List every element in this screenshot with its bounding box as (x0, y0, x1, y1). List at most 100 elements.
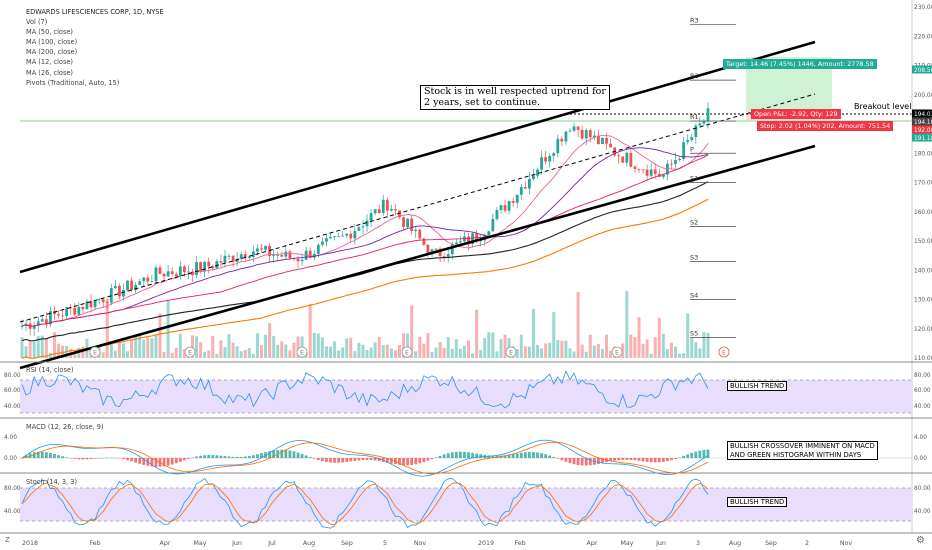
gear-icon[interactable]: ⚙ (916, 535, 925, 546)
candle-body (174, 273, 178, 277)
earnings-marker (505, 346, 517, 358)
volume-bar (81, 346, 85, 358)
candle-body (572, 126, 576, 131)
legend-ma200[interactable]: MA (200, close) (26, 48, 78, 57)
macd-hist-bar (471, 452, 474, 458)
candle-body (381, 199, 385, 214)
volume-bar (341, 347, 345, 358)
uptrend-note[interactable]: Stock is in well respected uptrend for 2… (420, 85, 610, 110)
earnings-label: E (615, 350, 619, 357)
rsi-title[interactable]: RSI (14, close) (26, 366, 74, 374)
candle-body (142, 277, 146, 282)
candle-body (458, 241, 462, 243)
volume-bar (227, 334, 231, 358)
volume-bar (649, 353, 653, 358)
legend-pivots[interactable]: Pivots (Traditional, Auto, 15) (26, 78, 120, 87)
volume-bar (134, 336, 138, 358)
channel-mid-line[interactable] (19, 93, 816, 323)
stoch-title[interactable]: Stoch (14, 3, 3) (26, 478, 78, 486)
volume-bar (515, 349, 519, 358)
macd-hist-bar (442, 454, 446, 458)
candle-body (130, 280, 133, 291)
volume-bar (609, 350, 613, 358)
channel-upper-line[interactable] (19, 40, 816, 274)
z-label[interactable]: Z (5, 536, 10, 544)
time-axis-label: Sep (341, 540, 353, 547)
volume-bar (564, 340, 568, 358)
volume-bar (576, 291, 580, 358)
volume-bar (519, 334, 523, 358)
legend-ma12[interactable]: MA (12, close) (26, 58, 74, 67)
volume-bar (316, 333, 320, 358)
stop-label[interactable]: Stop: 2.02 (1.04%) 202, Amount: 751.54 (757, 121, 894, 131)
candle-body (223, 255, 227, 263)
macd-hist-bar (438, 455, 442, 458)
open-pnl-label[interactable]: Open P&L: -2.92, Qty: 129 (751, 109, 841, 119)
macd-hist-bar (260, 453, 263, 458)
candle-body (690, 137, 694, 141)
macd-hist-bar (256, 454, 259, 458)
macd-hist-bar (507, 454, 511, 458)
macd-hist-bar (85, 458, 89, 460)
macd-hist-bar (53, 454, 56, 458)
rsi-note[interactable]: BULLISH TREND (727, 381, 788, 391)
macd-hist-bar (572, 458, 576, 465)
target-label[interactable]: Target: 14.46 (7.45%) 1446, Amount: 2778… (723, 59, 877, 69)
volume-bar (272, 335, 276, 358)
time-axis[interactable]: 2018 Feb Apr May Jun Jul Aug Sep 5 Nov 2019 Feb Apr M… (22, 540, 852, 547)
macd-hist-bar (150, 458, 154, 467)
macd-hist-bar (434, 457, 438, 458)
macd-hist-bar (410, 458, 414, 465)
volume-bar (657, 317, 661, 358)
macd-pane[interactable] (20, 439, 912, 477)
volume-bar (389, 348, 393, 358)
candle-body (81, 306, 85, 310)
volume-bar (57, 343, 61, 358)
ma100-line (21, 181, 709, 342)
macd-note[interactable]: BULLISH CROSSOVER IMMINENT ON MACD AND G… (727, 441, 878, 460)
candle-body (40, 319, 44, 322)
legend-vol[interactable]: Vol (7) (26, 18, 48, 27)
candle-body (109, 288, 113, 303)
candle-body (57, 314, 60, 316)
candle-body (406, 218, 410, 228)
candle-body (637, 168, 641, 170)
candle-body (495, 210, 499, 220)
candle-body (515, 194, 519, 203)
candle-body (73, 307, 77, 315)
volume-bar (259, 345, 263, 358)
macd-title[interactable]: MACD (12, 26, close, 9) (26, 423, 104, 431)
symbol-title[interactable]: EDWARDS LIFESCIENCES CORP, 1D, NYSE (26, 8, 164, 16)
time-axis-label: 2018 (22, 540, 38, 547)
price-tick-label: 230.00 (914, 5, 932, 11)
macd-hist-bar (77, 458, 81, 460)
breakout-label[interactable]: Breakout level (854, 102, 912, 111)
macd-hist-bar (678, 457, 681, 458)
time-axis-label: Nov (414, 540, 427, 547)
macd-hist-bar (536, 452, 539, 458)
macd-hist-bar (97, 458, 101, 459)
candle-body (187, 271, 190, 273)
legend-ma100[interactable]: MA (100, close) (26, 38, 78, 47)
volume-bar (625, 290, 629, 358)
volume-bar (61, 345, 65, 358)
channel-lower-line[interactable] (19, 144, 816, 370)
candle-body (280, 255, 284, 257)
volume-bar (544, 343, 548, 358)
macd-hist-bar (109, 457, 113, 459)
volume-bar (117, 342, 121, 358)
macd-hist-bar (207, 454, 211, 458)
rsi-tick-label: 80.00 (4, 373, 21, 379)
macd-hist-bar (580, 458, 584, 466)
stoch-note[interactable]: BULLISH TREND (727, 497, 788, 507)
macd-hist-bar (211, 455, 215, 458)
legend-ma26[interactable]: MA (26, close) (26, 68, 74, 77)
volume-bar (402, 333, 406, 358)
legend-ma50[interactable]: MA (50, close) (26, 28, 74, 37)
price-axis[interactable]: 230.00220.00210.00200.00190.00180.00170.… (4, 0, 932, 533)
rsi-tick-label: 60.00 (4, 388, 21, 394)
candle-body (552, 153, 556, 156)
macd-line (21, 439, 709, 477)
candle-body (195, 262, 198, 276)
candle-body (126, 280, 129, 290)
